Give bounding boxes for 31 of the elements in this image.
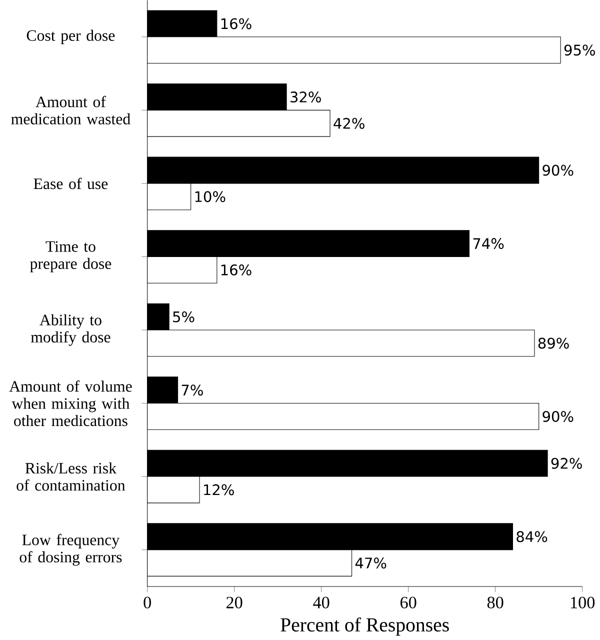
x-tick-label: 60	[400, 596, 416, 608]
x-tick-label: 20	[226, 596, 242, 608]
y-tick-label: Time to prepare dose	[30, 241, 112, 272]
x-axis-title: Percent of Responses	[280, 617, 450, 636]
data-label: 10%	[196, 191, 226, 202]
data-label: 42%	[334, 118, 365, 129]
x-tick-label: 80	[488, 596, 504, 608]
y-tick-label: Low frequency of dosing errors	[20, 534, 122, 566]
data-label: 90%	[542, 164, 574, 176]
y-tick-label: Cost per dose	[27, 30, 115, 44]
x-tick-label: 0	[144, 596, 152, 608]
y-tick-label: Ability to modify dose	[31, 314, 110, 346]
data-label: 7%	[182, 384, 204, 396]
data-label: 16%	[222, 264, 252, 276]
y-tick-label: Amount of medication wasted	[11, 96, 131, 124]
data-label: 5%	[173, 311, 194, 322]
data-label: 16%	[222, 18, 252, 30]
data-label: 95%	[564, 44, 596, 56]
data-label: 92%	[552, 458, 582, 469]
data-label: 90%	[542, 410, 574, 422]
y-tick-label: Risk/Less risk of contamination	[16, 462, 126, 491]
x-tick-label: 40	[313, 596, 330, 608]
data-label: 47%	[356, 558, 386, 569]
data-label: 89%	[538, 338, 570, 349]
y-tick-label: Amount of volume when mixing with other medications	[9, 380, 132, 426]
data-label: 84%	[516, 531, 548, 542]
data-label: 74%	[474, 238, 504, 250]
data-label: 12%	[204, 484, 234, 496]
data-label: 32%	[290, 92, 322, 102]
y-tick-label: Ease of use	[34, 178, 108, 190]
x-tick-label: 100	[571, 596, 595, 608]
